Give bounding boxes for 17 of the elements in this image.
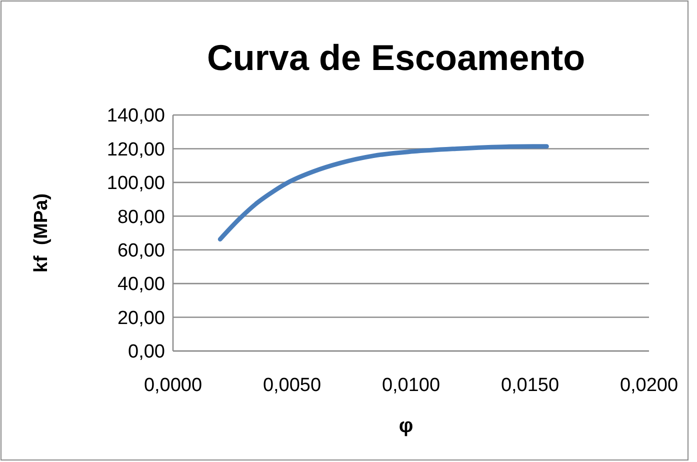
y-tick-label: 40,00 [117, 274, 165, 296]
y-tick-label: 120,00 [106, 139, 165, 160]
y-tick-label: 20,00 [117, 308, 165, 329]
chart-title: Curva de Escoamento [206, 37, 586, 78]
x-tick-label: 0,0150 [500, 375, 560, 396]
y-tick-label: 100,00 [106, 173, 165, 194]
y-tick-label: 60,00 [117, 240, 165, 262]
line-series [218, 144, 549, 242]
x-tick-label: 0,0000 [144, 375, 202, 396]
y-axis-title: kf (MPa) [31, 193, 52, 273]
x-axis-title: φ [398, 415, 414, 437]
x-tick-label: 0,0100 [382, 375, 440, 396]
x-tick-label: 0,0200 [620, 375, 678, 396]
x-tick-label: 0,0050 [262, 375, 322, 396]
y-tick-label: 140,00 [106, 106, 165, 127]
y-tick-label: 80,00 [117, 206, 165, 228]
y-tick-label: 0,00 [128, 342, 165, 363]
